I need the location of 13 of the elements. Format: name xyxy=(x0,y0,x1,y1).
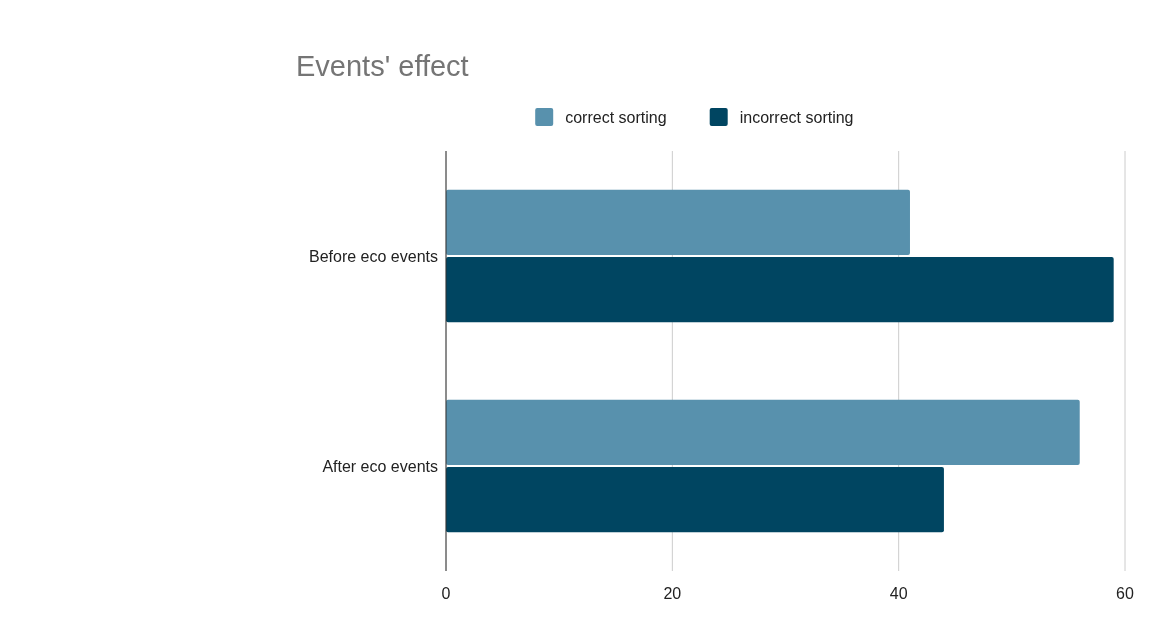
x-tick-label: 20 xyxy=(663,585,682,602)
y-tick-label: Before eco events xyxy=(309,248,438,265)
bar xyxy=(446,467,944,533)
legend-label: incorrect sorting xyxy=(739,109,854,126)
legend-label: correct sorting xyxy=(565,109,667,126)
bar xyxy=(446,257,1114,323)
x-tick-label: 0 xyxy=(441,585,451,602)
chart-title: Events' effect xyxy=(296,50,469,82)
bar xyxy=(446,189,910,255)
x-tick-label: 40 xyxy=(889,585,908,602)
y-tick-label: After eco events xyxy=(322,458,438,475)
bar xyxy=(446,399,1080,465)
x-tick-label: 60 xyxy=(1116,585,1134,602)
